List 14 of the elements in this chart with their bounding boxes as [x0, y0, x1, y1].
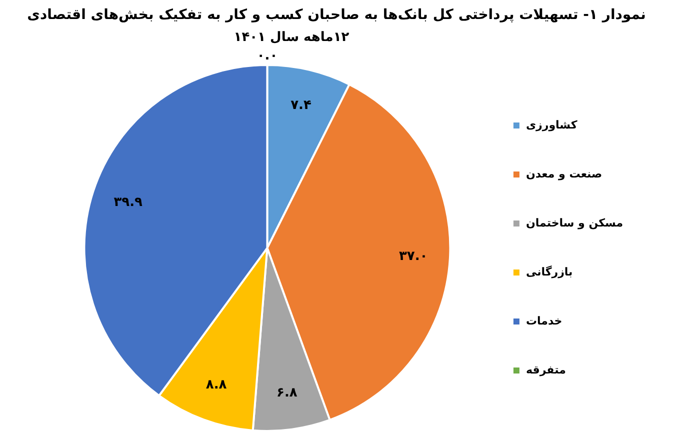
legend-label: صنعت و معدن — [526, 167, 602, 180]
data-label: ۶.۸ — [276, 385, 298, 400]
data-label: ۳۹.۹ — [114, 194, 143, 210]
legend-label: خدمات — [526, 314, 562, 328]
text: ۰.۰ — [256, 48, 278, 64]
data-label: ۳۷.۰ — [399, 248, 428, 264]
data-label: ۷.۴ — [290, 98, 312, 113]
chart-subtitle: ۱۲ماهه سال ۱۴۰۱ — [232, 29, 350, 47]
legend-label: مسکن و ساختمان — [526, 216, 624, 230]
legend-label: کشاورزی — [526, 118, 578, 132]
chart-title: نمودار ۱- تسهیلات پرداختی کل بانک‌ها به صاحبان کسب و کار به تفکیک بخش‌های اقتصادی — [26, 6, 647, 25]
legend-label: بازرگانی — [526, 265, 573, 278]
legend-label: متفرقه — [526, 363, 566, 376]
data-label: ۸.۸ — [206, 378, 227, 393]
